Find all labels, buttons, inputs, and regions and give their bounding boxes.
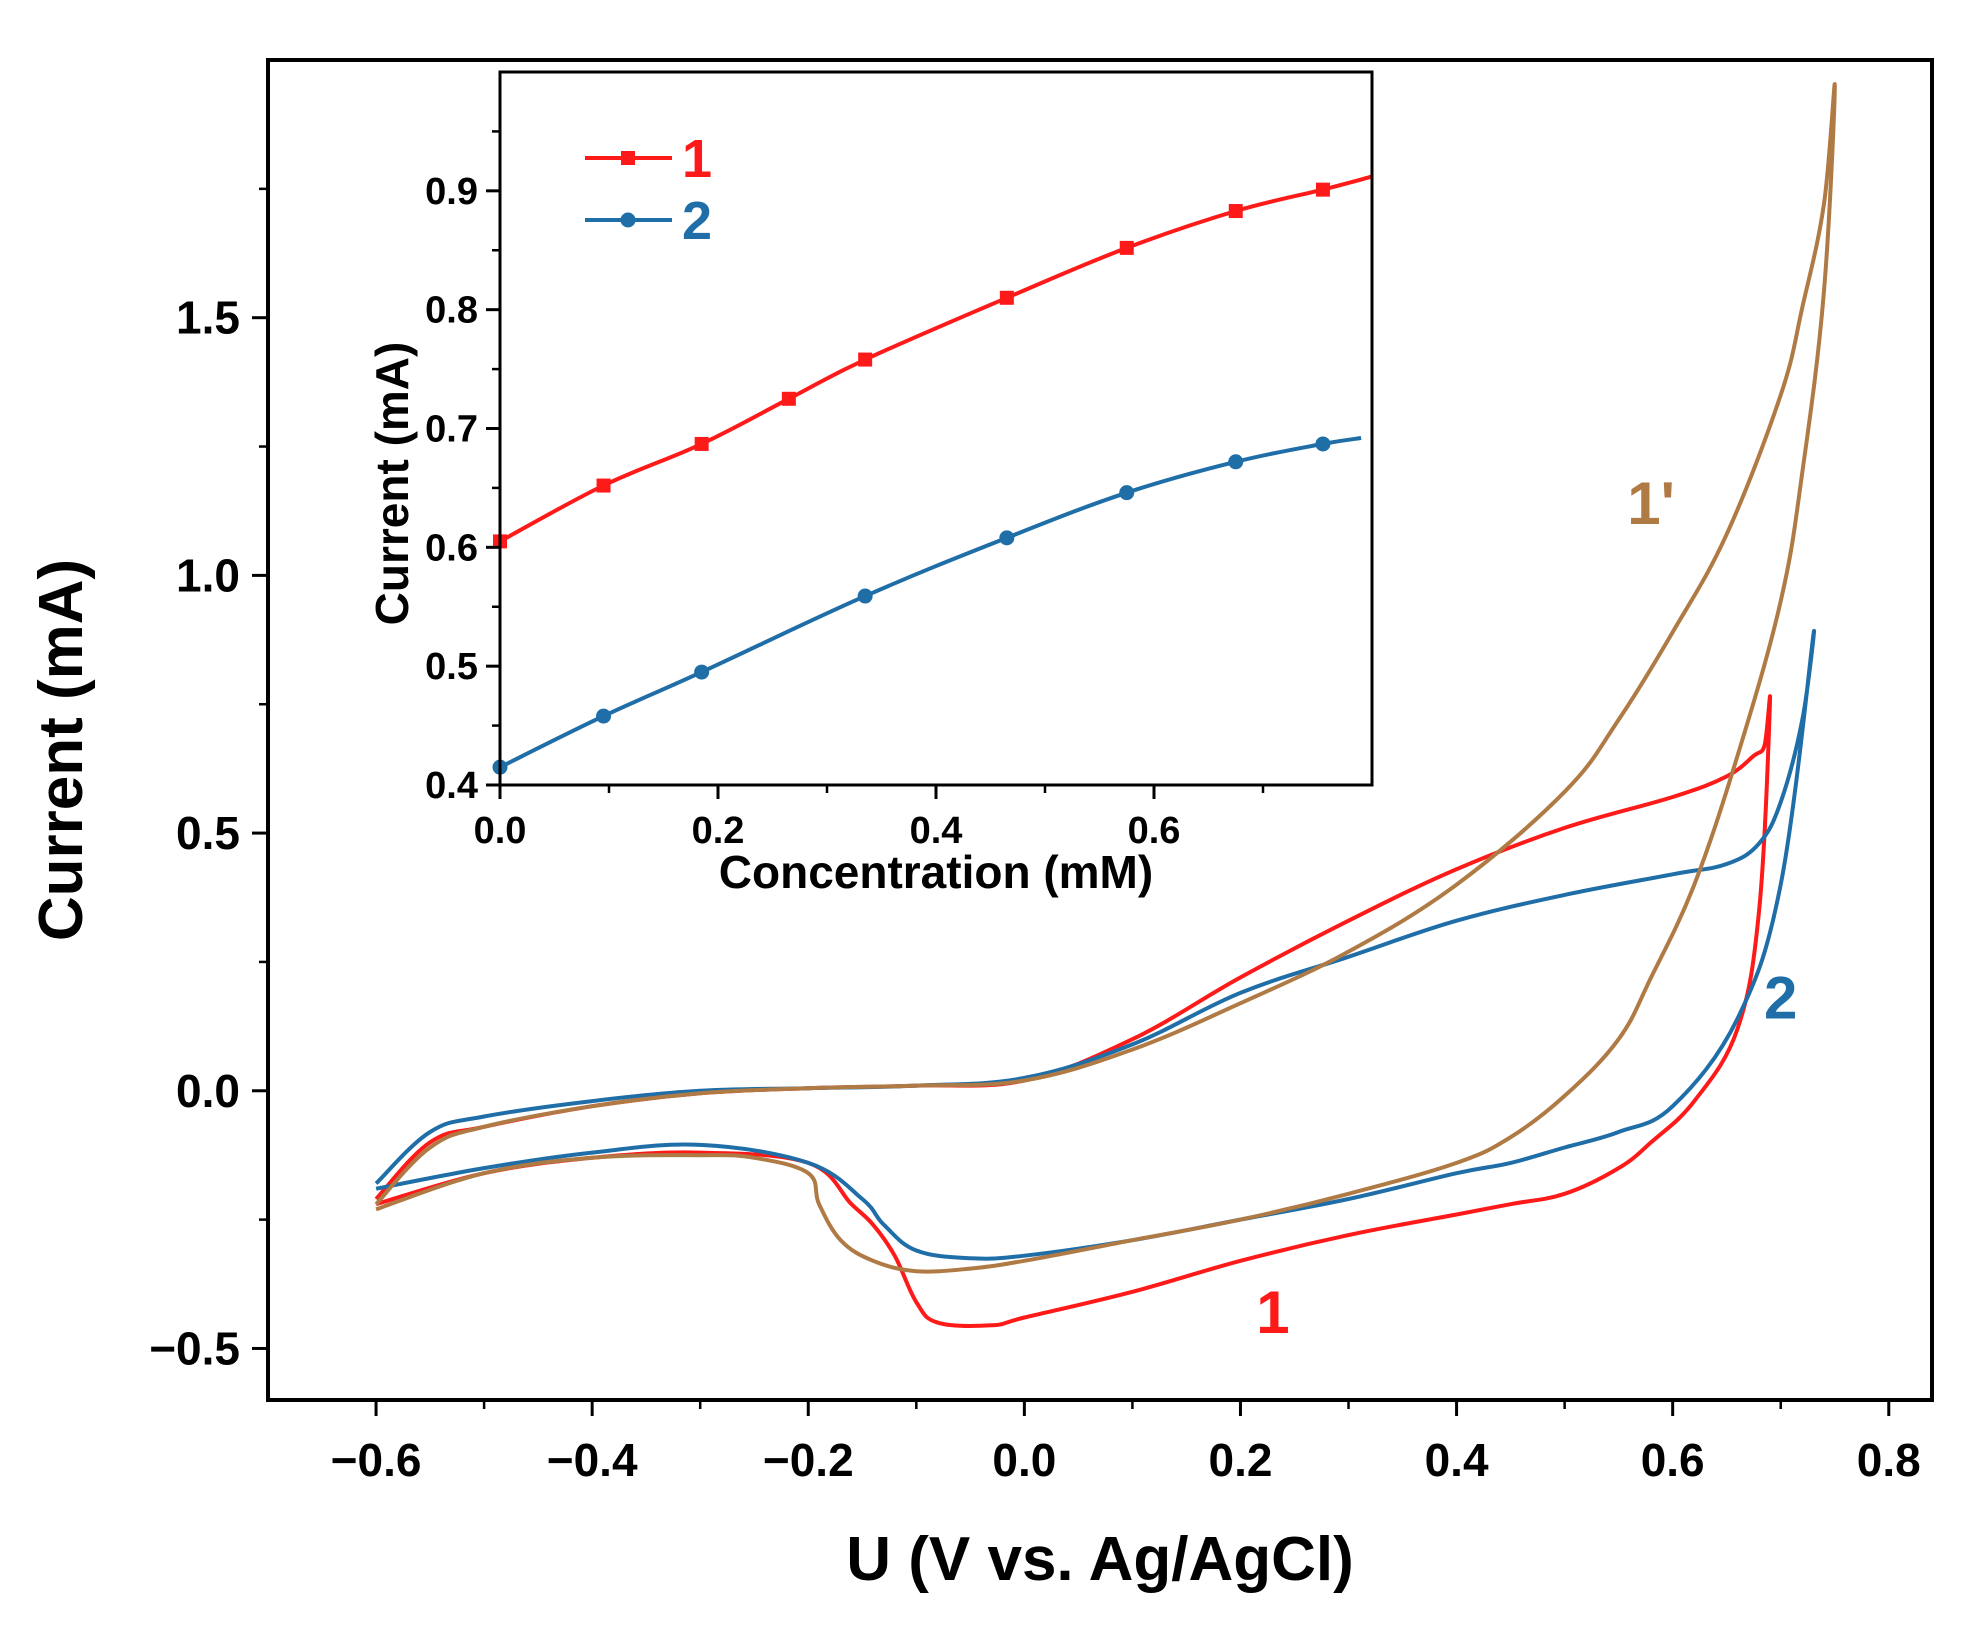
cv-curve-3 (374, 82, 1837, 1274)
inset-y-axis-ticks: 0.4 0.5 0.6 0.7 0.8 0.9 (425, 130, 500, 807)
inset-data-point (999, 290, 1014, 305)
inset-chart: 0.0 0.2 0.4 0.6 0.4 0.5 0.6 0.7 0.8 0.9 12 Conce… (366, 70, 1374, 898)
main-y-axis-title: Current (mA) (27, 559, 96, 941)
inset-x-axis-title: Concentration (mM) (719, 846, 1153, 898)
legend-marker-1 (621, 151, 635, 165)
inset-data-point (1119, 240, 1134, 255)
inset-x-tick-label: 0.0 (474, 810, 527, 852)
inset-data-point (1315, 182, 1330, 197)
x-tick-label: 0.4 (1425, 1434, 1489, 1486)
main-x-axis-title: U (V vs. Ag/AgCl) (846, 1525, 1354, 1594)
inset-data-point (1315, 436, 1331, 452)
y-tick-label: 0.5 (176, 807, 240, 859)
inset-x-tick-label: 0.4 (910, 810, 963, 852)
main-curve-labels: 1 2 1' (1256, 470, 1797, 1346)
y-tick-label: 1.0 (176, 549, 240, 601)
inset-line-2 (499, 436, 1362, 769)
inset-y-tick-label: 0.5 (425, 646, 478, 688)
main-chart: −0.6 −0.4 −0.2 0.0 0.2 0.4 0.6 0.8 −0.5 0.0 0.5 1.… (27, 58, 1934, 1594)
y-tick-label: 0.0 (176, 1065, 240, 1117)
x-tick-label: −0.2 (763, 1434, 854, 1486)
inset-y-tick-label: 0.7 (425, 409, 478, 451)
inset-y-tick-label: 0.8 (425, 290, 478, 332)
inset-legend: 12 (585, 129, 712, 251)
curve-label: 2 (1764, 965, 1797, 1032)
legend-marker-2 (620, 212, 636, 228)
inset-data-point (694, 436, 709, 451)
inset-y-tick-label: 0.4 (425, 765, 478, 807)
inset-x-tick-label: 0.6 (1128, 810, 1181, 852)
inset-data-point (999, 530, 1015, 546)
inset-data-point (1228, 204, 1243, 219)
curve-label: 1' (1627, 470, 1675, 537)
inset-y-axis-title: Current (mA) (366, 342, 418, 626)
main-plot-frame (266, 58, 1934, 1402)
inset-data-point (857, 588, 873, 604)
x-tick-label: 0.0 (992, 1434, 1056, 1486)
inset-background (500, 72, 1372, 785)
curve-label: 1 (1256, 1279, 1289, 1346)
y-tick-label: 1.5 (176, 292, 240, 344)
inset-data-point (858, 352, 873, 367)
x-tick-label: 0.8 (1857, 1434, 1921, 1486)
inset-data-point (694, 664, 710, 680)
x-tick-label: −0.4 (547, 1434, 638, 1486)
inset-line-1 (499, 174, 1373, 544)
inset-data-point (1119, 485, 1135, 501)
main-curves (374, 82, 1837, 1328)
x-tick-label: −0.6 (331, 1434, 422, 1486)
inset-data-point (596, 478, 611, 493)
legend-label-2: 2 (682, 191, 712, 251)
legend-label-1: 1 (682, 129, 712, 189)
inset-x-tick-label: 0.2 (692, 810, 745, 852)
inset-y-tick-label: 0.9 (425, 171, 478, 213)
x-tick-label: 0.2 (1208, 1434, 1272, 1486)
inset-x-axis-ticks: 0.0 0.2 0.4 0.6 (474, 785, 1265, 852)
inset-y-tick-label: 0.6 (425, 527, 478, 569)
inset-data-point (596, 708, 612, 724)
main-y-axis-ticks: −0.5 0.0 0.5 1.0 1.5 (149, 187, 268, 1374)
main-x-axis-ticks: −0.6 −0.4 −0.2 0.0 0.2 0.4 0.6 0.8 (331, 1400, 1921, 1486)
inset-data-point (1228, 454, 1244, 470)
x-tick-label: 0.6 (1641, 1434, 1705, 1486)
inset-data-point (781, 391, 796, 406)
y-tick-label: −0.5 (149, 1322, 240, 1374)
